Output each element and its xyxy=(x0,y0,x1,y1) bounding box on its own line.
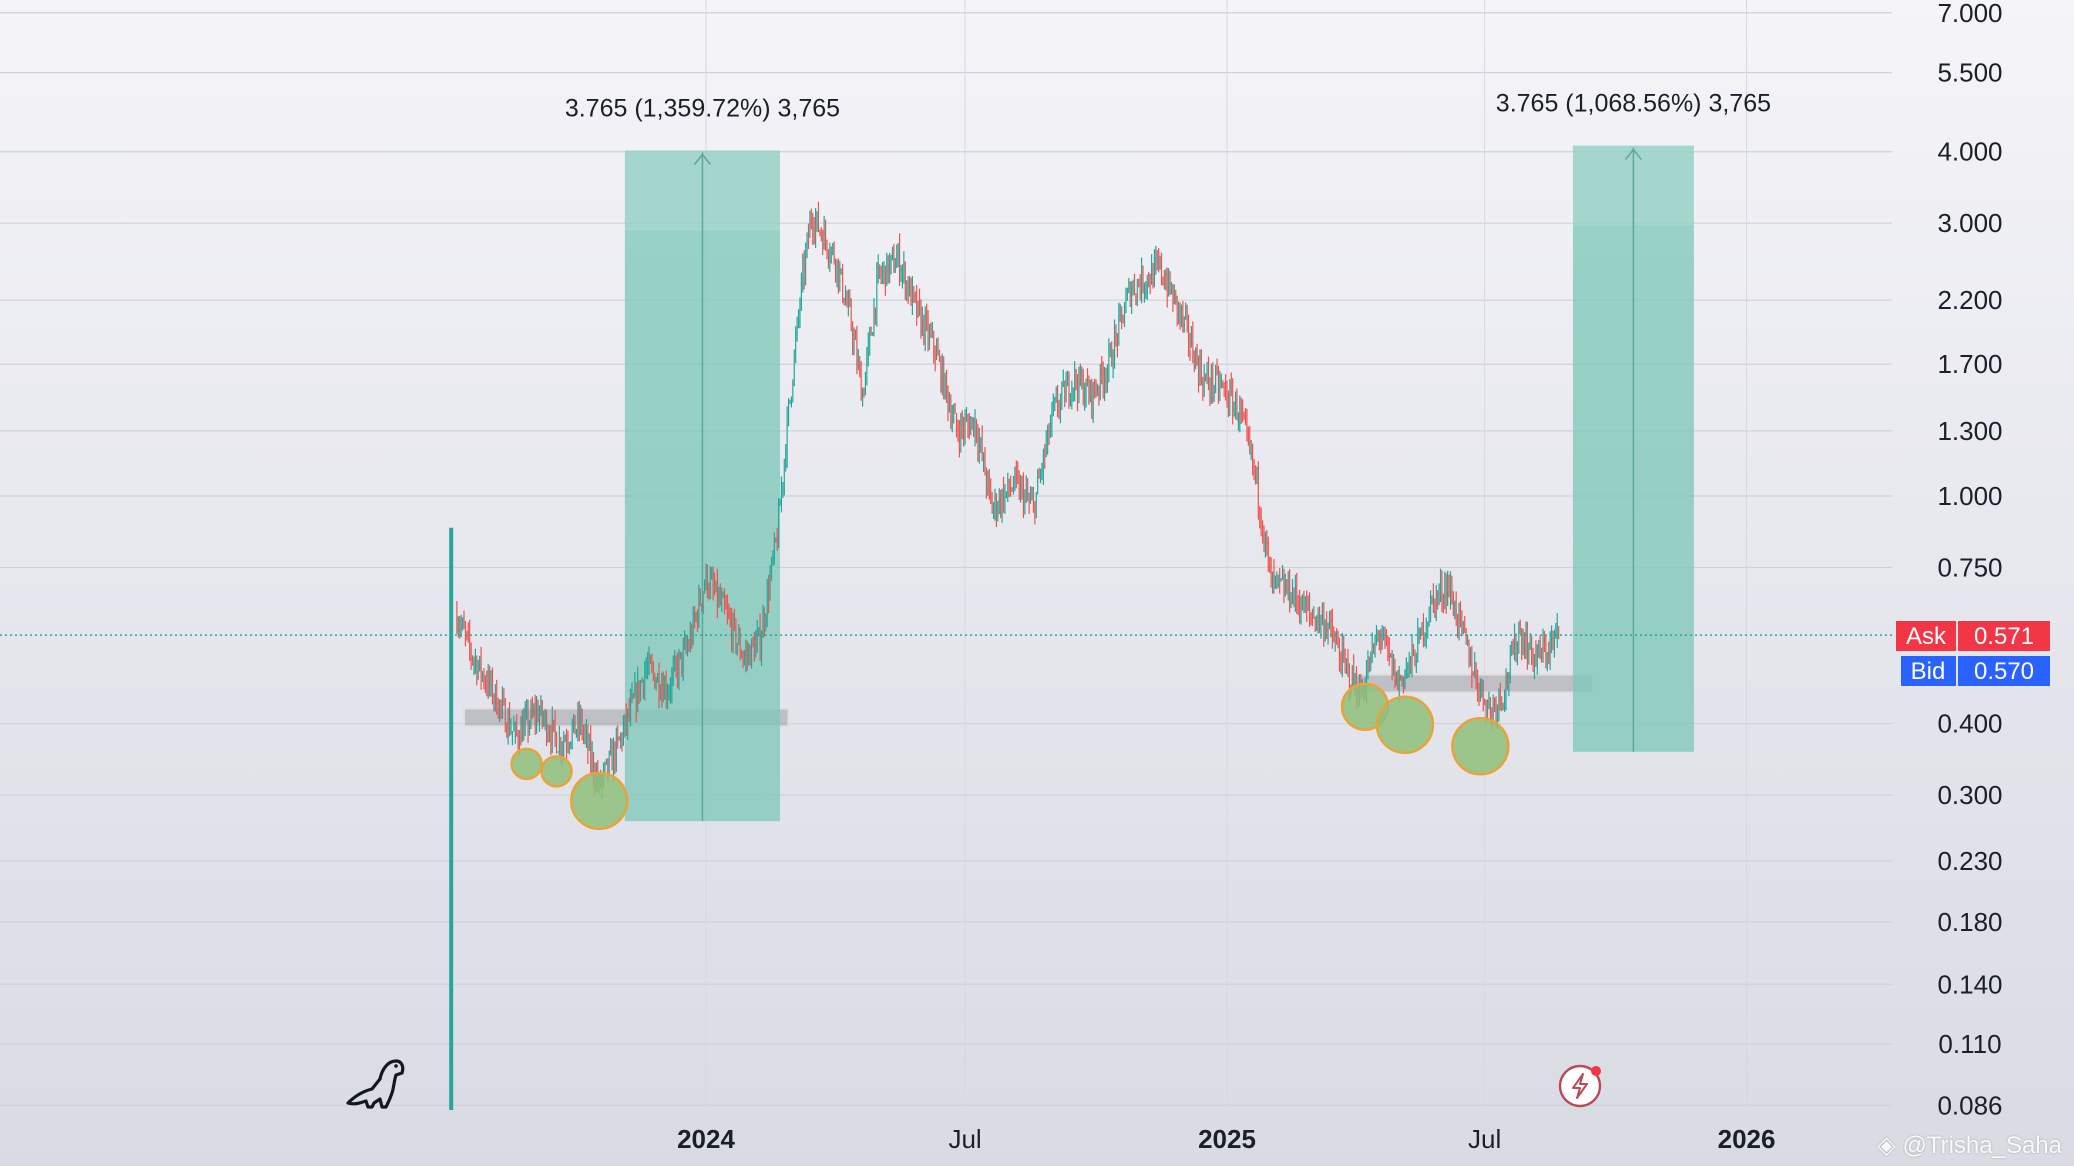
bounce-circle xyxy=(569,771,629,831)
watermark: ◈ @Trisha_Saha xyxy=(1877,1131,2062,1160)
lightning-alert-icon[interactable] xyxy=(1558,1064,1602,1108)
bounce-circle xyxy=(540,755,573,788)
support-zone xyxy=(1354,673,1594,694)
bounce-circle xyxy=(510,747,543,781)
x-axis[interactable]: 2024 Jul 2025 Jul 2026 xyxy=(677,1124,1775,1154)
y-tick-label: 0.180 xyxy=(1937,907,2002,937)
y-tick-label: 0.300 xyxy=(1937,780,2002,810)
y-tick-label: 0.086 xyxy=(1937,1090,2002,1120)
measure-boxes: 3.765 (1,359.72%) 3,765 3.765 (1,068.56%)… xyxy=(565,90,1771,822)
candlestick-series xyxy=(449,201,1560,1110)
y-tick-label: 0.140 xyxy=(1937,969,2002,999)
ask-value: 0.571 xyxy=(1974,623,2034,650)
bid-label: Bid xyxy=(1911,658,1946,685)
x-tick-label: Jul xyxy=(948,1124,981,1154)
y-tick-label: 0.110 xyxy=(1938,1029,2001,1059)
ask-label: Ask xyxy=(1906,623,1947,650)
measure-label: 3.765 (1,068.56%) 3,765 xyxy=(1496,90,1771,118)
measure-arrowhead xyxy=(1624,148,1642,161)
bid-value: 0.570 xyxy=(1974,658,2034,685)
y-tick-label: 2.200 xyxy=(1937,285,2002,315)
bid-tag: Bid 0.570 xyxy=(1901,656,2050,686)
binance-logo-icon: ◈ xyxy=(1877,1132,1896,1159)
y-tick-label: 7.000 xyxy=(1937,0,2002,28)
x-tick-label: 2026 xyxy=(1718,1124,1776,1154)
bounce-circles xyxy=(510,682,1510,831)
x-tick-label: 2025 xyxy=(1198,1124,1256,1154)
y-axis[interactable]: 7.000 5.500 4.000 3.000 2.200 1.700 1.300 1.000… xyxy=(1937,0,2002,1120)
bounce-circle xyxy=(1451,717,1510,776)
y-tick-label: 5.500 xyxy=(1937,58,2002,88)
y-tick-label: 0.230 xyxy=(1937,846,2002,876)
y-tick-label: 0.400 xyxy=(1937,709,2002,739)
y-tick-label: 3.000 xyxy=(1937,208,2002,238)
y-tick-label: 4.000 xyxy=(1937,137,2002,167)
grid-lines xyxy=(0,0,1892,1108)
ask-tag: Ask 0.571 xyxy=(1896,621,2050,651)
x-tick-label: Jul xyxy=(1468,1124,1501,1154)
watermark-text: @Trisha_Saha xyxy=(1902,1132,2062,1159)
dinosaur-icon[interactable] xyxy=(346,1059,405,1109)
bounce-circle xyxy=(1375,695,1435,755)
measure-arrowhead xyxy=(693,153,712,165)
x-tick-label: 2024 xyxy=(677,1124,735,1154)
y-tick-label: 1.300 xyxy=(1937,416,2002,446)
y-tick-label: 1.000 xyxy=(1937,481,2002,511)
y-tick-label: 0.750 xyxy=(1937,552,2002,582)
y-tick-label: 1.700 xyxy=(1937,349,2002,379)
measure-label: 3.765 (1,359.72%) 3,765 xyxy=(565,94,840,122)
